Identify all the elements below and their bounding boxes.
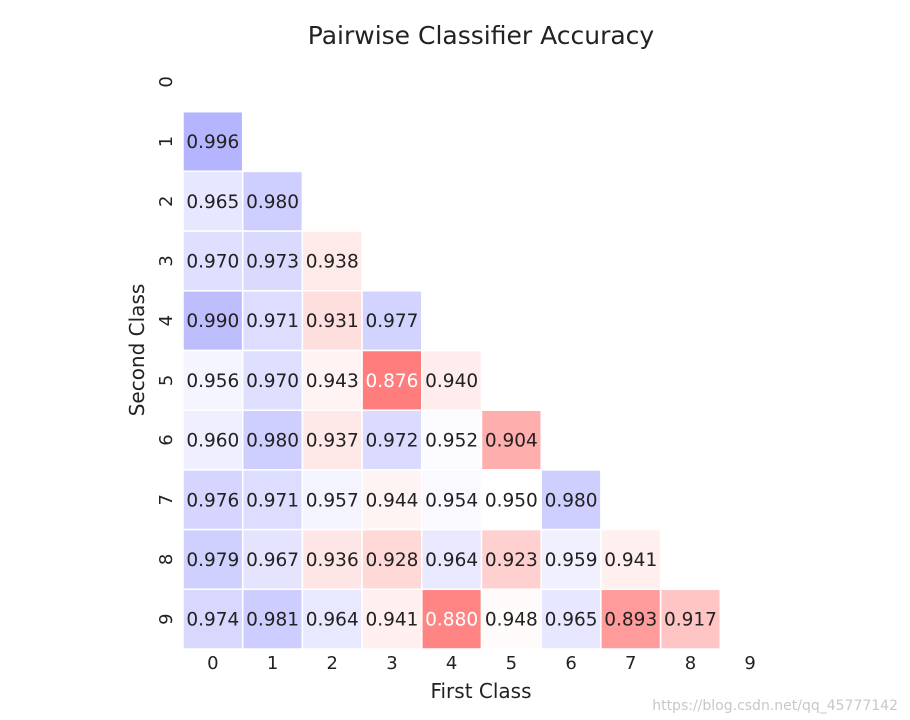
cell-value-label: 0.971 [246, 311, 299, 332]
y-tick-label: 7 [156, 494, 177, 505]
cell-value-label: 0.977 [365, 311, 418, 332]
heatmap-cell [540, 469, 602, 531]
x-tick-labels: 0 1 2 3 4 5 6 7 8 9 [207, 653, 756, 674]
cell-value-label: 0.980 [246, 431, 299, 452]
y-tick-label: 1 [156, 136, 177, 147]
y-tick-label: 8 [156, 554, 177, 565]
cell-value-label: 0.979 [186, 550, 239, 571]
cell-value-label: 0.957 [306, 490, 359, 511]
x-tick-label: 1 [267, 653, 278, 674]
heatmap-cell [301, 409, 363, 471]
heatmap-cells: 0.996 0.965 0.980 0.970 0.973 0.938 0.990 0.971… [182, 110, 722, 650]
cell-value-label: 0.970 [246, 371, 299, 392]
x-tick-label: 6 [565, 653, 576, 674]
heatmap-cell [421, 588, 483, 650]
heatmap-cell [421, 409, 483, 471]
cell-value-label: 0.941 [604, 550, 657, 571]
cell-value-label: 0.936 [306, 550, 359, 571]
x-tick-label: 3 [386, 653, 397, 674]
heatmap-cell [361, 409, 423, 471]
cell-value-label: 0.923 [485, 550, 538, 571]
cell-value-label: 0.941 [365, 610, 418, 631]
y-tick-label: 3 [156, 255, 177, 266]
heatmap-cell [361, 349, 423, 411]
cell-value-label: 0.965 [545, 610, 598, 631]
cell-value-label: 0.876 [365, 371, 418, 392]
cell-value-label: 0.974 [186, 610, 239, 631]
cell-value-label: 0.964 [425, 550, 478, 571]
heatmap-cell [182, 469, 244, 531]
cell-value-label: 0.964 [306, 610, 359, 631]
cell-value-label: 0.880 [425, 610, 478, 631]
cell-value-label: 0.943 [306, 371, 359, 392]
cell-value-label: 0.940 [425, 371, 478, 392]
cell-value-label: 0.973 [246, 251, 299, 272]
heatmap-cell [182, 409, 244, 471]
cell-value-label: 0.976 [186, 490, 239, 511]
cell-value-label: 0.893 [604, 610, 657, 631]
heatmap-cell [480, 588, 542, 650]
cell-value-label: 0.931 [306, 311, 359, 332]
cell-value-label: 0.965 [186, 192, 239, 213]
cell-value-label: 0.981 [246, 610, 299, 631]
x-tick-label: 9 [744, 653, 755, 674]
cell-value-label: 0.980 [545, 490, 598, 511]
cell-value-label: 0.954 [425, 490, 478, 511]
y-tick-labels: 0 1 2 3 4 5 6 7 8 9 [156, 76, 177, 625]
heatmap-cell [241, 290, 304, 352]
cell-value-label: 0.956 [186, 371, 239, 392]
cell-value-label: 0.937 [306, 431, 359, 452]
y-tick-label: 2 [156, 196, 177, 207]
cell-value-label: 0.996 [186, 132, 239, 153]
cell-value-label: 0.980 [246, 192, 299, 213]
y-tick-label: 5 [156, 375, 177, 386]
heatmap-cell [182, 588, 244, 650]
cell-value-label: 0.948 [485, 610, 538, 631]
heatmap-cell [301, 528, 363, 591]
watermark-text: https://blog.csdn.net/qq_45777142 [652, 698, 898, 714]
chart-title: Pairwise Classifier Accuracy [308, 21, 655, 50]
heatmap-cell [480, 409, 542, 471]
cell-value-label: 0.970 [186, 251, 239, 272]
cell-value-label: 0.967 [246, 550, 299, 571]
cell-value-label: 0.917 [664, 610, 717, 631]
heatmap-cell [241, 409, 304, 471]
heatmap-cell [361, 290, 423, 352]
cell-value-label: 0.972 [365, 431, 418, 452]
cell-value-label: 0.928 [365, 550, 418, 571]
cell-value-label: 0.944 [365, 490, 418, 511]
x-tick-label: 8 [685, 653, 696, 674]
cell-value-label: 0.990 [186, 311, 239, 332]
heatmap-cell [361, 588, 423, 650]
heatmap-cell [182, 110, 244, 173]
heatmap-cell [241, 469, 304, 531]
y-tick-label: 0 [156, 76, 177, 87]
cell-value-label: 0.938 [306, 251, 359, 272]
cell-value-label: 0.950 [485, 490, 538, 511]
heatmap-cell [182, 170, 244, 232]
x-tick-label: 2 [327, 653, 338, 674]
cell-value-label: 0.971 [246, 490, 299, 511]
y-axis-label: Second Class [125, 284, 149, 417]
heatmap-cell [480, 469, 542, 531]
heatmap-cell [600, 528, 662, 591]
cell-value-label: 0.960 [186, 431, 239, 452]
x-tick-label: 7 [625, 653, 636, 674]
heatmap-cell [241, 349, 304, 411]
y-tick-label: 6 [156, 434, 177, 445]
x-tick-label: 4 [446, 653, 457, 674]
cell-value-label: 0.904 [485, 431, 538, 452]
y-tick-label: 4 [156, 315, 177, 326]
x-tick-label: 0 [207, 653, 218, 674]
cell-value-label: 0.959 [545, 550, 598, 571]
y-tick-label: 9 [156, 613, 177, 624]
cell-value-label: 0.952 [425, 431, 478, 452]
x-tick-label: 5 [506, 653, 517, 674]
x-axis-label: First Class [430, 679, 531, 703]
heatmap-cell [301, 230, 363, 292]
heatmap-cell [659, 588, 722, 650]
heatmap-cell [241, 588, 304, 650]
heatmap-cell [182, 528, 244, 591]
